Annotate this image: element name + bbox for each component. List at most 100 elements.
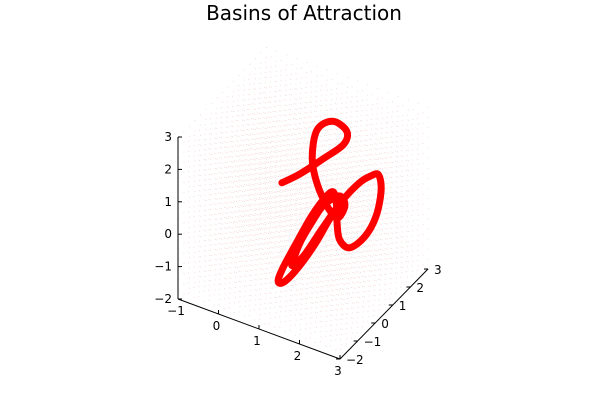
lattice-point: [270, 211, 272, 213]
lattice-point: [340, 313, 342, 315]
lattice-point: [307, 273, 309, 274]
lattice-point: [220, 273, 222, 275]
lattice-point: [381, 244, 382, 246]
lattice-point: [265, 278, 267, 279]
lattice-point: [316, 221, 318, 222]
lattice-point: [358, 170, 360, 172]
lattice-point: [300, 288, 302, 290]
lattice-point: [338, 259, 340, 261]
lattice-point: [274, 266, 276, 268]
lattice-point: [417, 214, 419, 216]
lattice-point: [325, 84, 327, 86]
lattice-point: [401, 261, 403, 263]
lattice-point: [232, 217, 233, 219]
lattice-point: [267, 197, 268, 199]
lattice-point: [321, 250, 323, 252]
lattice-point: [366, 200, 368, 202]
lattice-point: [227, 106, 229, 108]
lattice-point: [282, 276, 284, 278]
lattice-point: [370, 164, 371, 166]
lattice-point: [242, 190, 244, 192]
lattice-point: [259, 217, 260, 219]
lattice-point: [315, 190, 316, 192]
lattice-point: [238, 291, 240, 292]
lattice-point: [391, 248, 393, 249]
lattice-point: [265, 132, 266, 134]
lattice-point: [330, 320, 332, 321]
lattice-point: [237, 231, 239, 233]
lattice-point: [390, 273, 392, 274]
lattice-point: [298, 274, 300, 276]
lattice-point: [377, 108, 379, 110]
lattice-point: [226, 111, 228, 113]
lattice-point: [286, 270, 288, 272]
lattice-point: [351, 347, 352, 349]
lattice-point: [353, 292, 355, 294]
lattice-point: [228, 246, 230, 248]
lattice-point: [301, 283, 303, 285]
lattice-point: [368, 164, 370, 165]
lattice-point: [357, 202, 358, 204]
lattice-point: [269, 302, 270, 304]
lattice-point: [333, 173, 335, 175]
lattice-point: [402, 125, 404, 127]
lattice-point: [285, 89, 287, 91]
lattice-point: [254, 177, 256, 179]
lattice-point: [232, 257, 233, 259]
lattice-point: [307, 141, 309, 143]
lattice-point: [387, 162, 389, 164]
lattice-point: [264, 313, 266, 315]
lattice-point: [417, 164, 419, 165]
lattice-point: [297, 188, 299, 190]
lattice-point: [344, 263, 346, 265]
lattice-point: [230, 125, 232, 127]
lattice-point: [392, 182, 393, 184]
lattice-point: [250, 244, 252, 246]
lattice-point: [210, 148, 211, 150]
lattice-point: [284, 125, 286, 126]
lattice-point: [211, 234, 212, 236]
lattice-point: [367, 330, 369, 332]
lattice-point: [270, 167, 272, 169]
lattice-point: [183, 222, 185, 224]
lattice-point: [225, 177, 227, 178]
lattice-point: [290, 225, 292, 227]
lattice-point: [297, 137, 299, 139]
lattice-point: [360, 140, 361, 142]
lattice-point: [204, 245, 206, 247]
lattice-point: [235, 165, 236, 167]
lattice-point: [351, 287, 352, 288]
lattice-point: [299, 117, 301, 119]
lattice-point: [238, 146, 240, 147]
lattice-point: [204, 265, 206, 267]
lattice-point: [297, 147, 299, 149]
lattice-point: [252, 194, 254, 196]
lattice-point: [360, 221, 361, 223]
lattice-point: [283, 231, 285, 232]
lattice-point: [237, 252, 239, 253]
lattice-point: [329, 149, 331, 151]
lattice-point: [368, 275, 370, 277]
lattice-point: [356, 257, 358, 259]
lattice-point: [302, 278, 303, 280]
lattice-point: [340, 323, 342, 325]
lattice-point: [305, 208, 307, 210]
lattice-point: [355, 131, 357, 132]
lattice-point: [252, 214, 254, 216]
lattice-point: [346, 102, 347, 103]
lattice-point: [252, 234, 254, 236]
lattice-point: [285, 79, 287, 81]
lattice-point: [300, 207, 302, 209]
lattice-point: [341, 308, 343, 310]
lattice-point: [367, 168, 369, 170]
lattice-point: [343, 288, 345, 290]
lattice-point: [198, 245, 200, 247]
lattice-point: [242, 140, 244, 141]
lattice-point: [222, 92, 223, 93]
lattice-point: [226, 192, 228, 194]
lattice-point: [366, 140, 368, 141]
lattice-point: [237, 90, 239, 91]
lattice-point: [269, 272, 270, 273]
lattice-point: [270, 147, 272, 149]
lattice-point: [253, 118, 255, 120]
